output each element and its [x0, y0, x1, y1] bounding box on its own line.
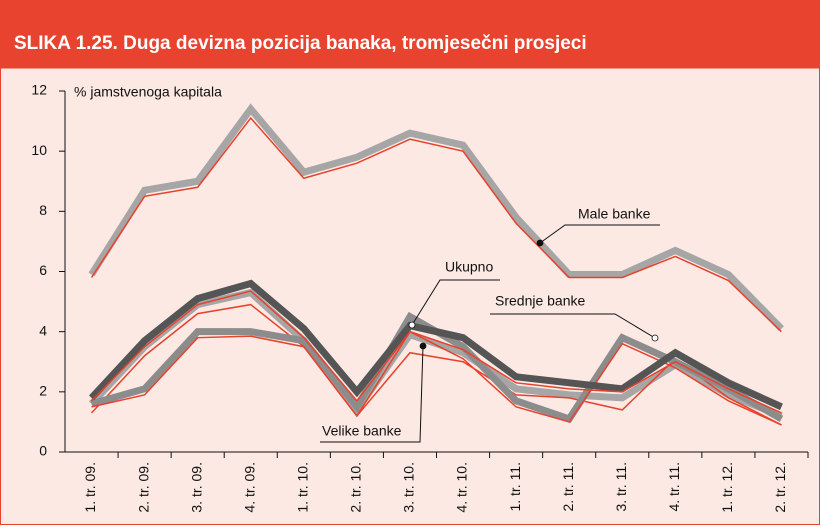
leader-line: [320, 345, 424, 443]
legend-label: Ukupno: [445, 259, 493, 275]
series-line: [91, 290, 782, 414]
x-tick-label: 1. tr. 10.: [295, 462, 311, 513]
leader-line: [490, 313, 656, 339]
x-tick-label: 3. tr. 10.: [401, 462, 417, 513]
x-tick-label: 4. tr. 09.: [241, 462, 257, 513]
y-tick-label: 10: [31, 142, 47, 158]
x-tick-label: 2. tr. 09.: [135, 462, 151, 513]
y-tick-label: 2: [39, 383, 47, 399]
leader-dot: [419, 342, 427, 350]
leader-line: [539, 224, 660, 244]
series-line: [91, 330, 782, 426]
series-line: [90, 116, 782, 333]
x-tick-label: 4. tr. 10.: [454, 462, 470, 513]
y-tick-label: 8: [39, 202, 47, 218]
series-line: [88, 103, 784, 332]
y-tick-label: 4: [39, 322, 47, 338]
y-tick-label: 6: [39, 262, 47, 278]
x-tick-label: 1. tr. 09.: [82, 462, 98, 513]
x-tick-label: 3. tr. 09.: [188, 462, 204, 513]
header: [0, 0, 820, 68]
leader-dot: [536, 239, 544, 247]
leader-dot: [408, 321, 416, 329]
x-tick-label: 2. tr. 12.: [772, 462, 788, 513]
y-tick-label: 12: [31, 82, 47, 98]
y-axis-label: % jamstvenoga kapitala: [74, 84, 222, 100]
x-tick-label: 2. tr. 10.: [348, 462, 364, 513]
chart-title: SLIKA 1.25. Duga devizna pozicija banaka…: [14, 33, 587, 54]
leader-dot: [651, 334, 659, 342]
x-tick-label: 1. tr. 11.: [507, 462, 523, 512]
legend-label: Velike banke: [322, 423, 402, 439]
x-tick-label: 4. tr. 11.: [666, 462, 682, 512]
x-tick-label: 1. tr. 12.: [719, 462, 735, 513]
legend-label: Srednje banke: [495, 293, 586, 309]
legend-label: Male banke: [578, 206, 651, 222]
x-tick-label: 3. tr. 11.: [613, 462, 629, 512]
leader-line: [411, 279, 500, 326]
y-tick-label: 0: [39, 443, 47, 459]
series-line: [88, 279, 783, 411]
x-tick-label: 2. tr. 11.: [560, 462, 576, 512]
